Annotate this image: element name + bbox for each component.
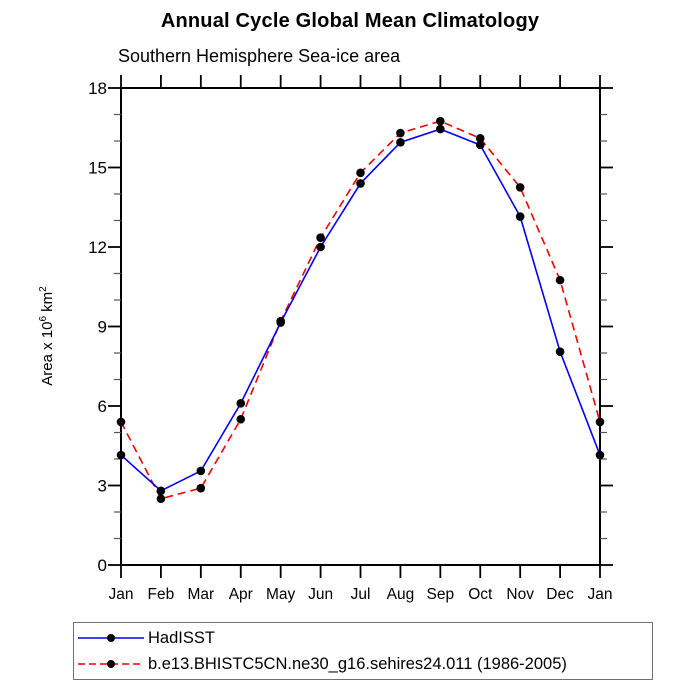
legend-label: b.e13.BHISTC5CN.ne30_g16.sehires24.011 (… xyxy=(148,654,567,673)
data-point-model xyxy=(316,233,325,243)
data-point-hadisst xyxy=(436,124,445,134)
data-point-hadisst xyxy=(515,212,525,221)
data-point-model xyxy=(116,417,126,427)
data-point-model xyxy=(436,116,445,126)
series-line-model xyxy=(120,120,601,500)
data-point-model xyxy=(156,494,166,504)
y-axis-tick-label: 15 xyxy=(88,159,107,178)
data-point-model xyxy=(515,183,525,192)
axis-frame xyxy=(120,87,601,566)
legend-solid-line-marker-icon xyxy=(78,634,144,642)
data-point-model xyxy=(236,414,246,424)
data-point-model xyxy=(475,134,485,143)
x-axis-tick-label: Mar xyxy=(187,586,214,603)
data-point-model xyxy=(356,168,365,178)
y-axis-tick-label: 9 xyxy=(98,318,107,337)
x-axis-tick-label: Nov xyxy=(506,586,534,603)
data-point-hadisst xyxy=(196,466,206,476)
legend-label: HadISST xyxy=(148,628,215,647)
data-point-hadisst xyxy=(156,486,166,496)
x-axis-tick-label: Aug xyxy=(387,586,415,603)
data-point-hadisst xyxy=(316,242,325,252)
legend: HadISST b.e13.BHISTC5CN.ne30_g16.sehires… xyxy=(73,622,653,680)
legend-item-hadisst: HadISST xyxy=(76,625,652,651)
y-axis-tick-label: 12 xyxy=(88,238,107,257)
chart-title: Annual Cycle Global Mean Climatology xyxy=(160,10,540,32)
x-axis-tick-label: Jun xyxy=(308,586,333,603)
legend-item-model: b.e13.BHISTC5CN.ne30_g16.sehires24.011 (… xyxy=(76,651,652,677)
data-point-hadisst xyxy=(595,450,605,460)
data-point-hadisst xyxy=(475,140,485,150)
x-axis-tick-label: Jan xyxy=(109,586,134,603)
data-point-hadisst xyxy=(555,347,565,356)
x-axis-tick-label: Oct xyxy=(468,586,493,603)
x-axis-tick-label: Apr xyxy=(229,586,253,603)
x-axis-tick-label: Jan xyxy=(588,586,613,603)
y-axis-tick-label: 0 xyxy=(98,556,107,575)
data-point-model xyxy=(595,417,605,427)
data-point-hadisst xyxy=(236,399,246,408)
data-point-model xyxy=(196,483,206,493)
y-axis-tick-label: 3 xyxy=(98,477,107,496)
data-point-model xyxy=(555,275,565,285)
y-axis-tick-label: 6 xyxy=(98,397,107,416)
x-axis-tick-label: Jul xyxy=(351,586,371,603)
x-axis-tick-label: Feb xyxy=(148,586,175,603)
data-point-hadisst xyxy=(116,450,126,460)
x-axis-tick-label: May xyxy=(266,586,296,603)
data-point-model xyxy=(396,128,405,138)
x-axis-tick-label: Sep xyxy=(427,586,455,603)
x-axis-tick-label: Dec xyxy=(546,586,574,603)
legend-marker-dot-icon xyxy=(107,660,115,668)
legend-marker-dot-icon xyxy=(107,634,115,642)
data-point-model xyxy=(276,316,285,326)
data-point-hadisst xyxy=(356,179,365,188)
chart-subtitle: Southern Hemisphere Sea-ice area xyxy=(118,46,401,66)
data-point-hadisst xyxy=(396,138,405,147)
legend-dashed-line-marker-icon xyxy=(78,660,144,668)
y-axis-tick-label: 18 xyxy=(88,79,107,98)
